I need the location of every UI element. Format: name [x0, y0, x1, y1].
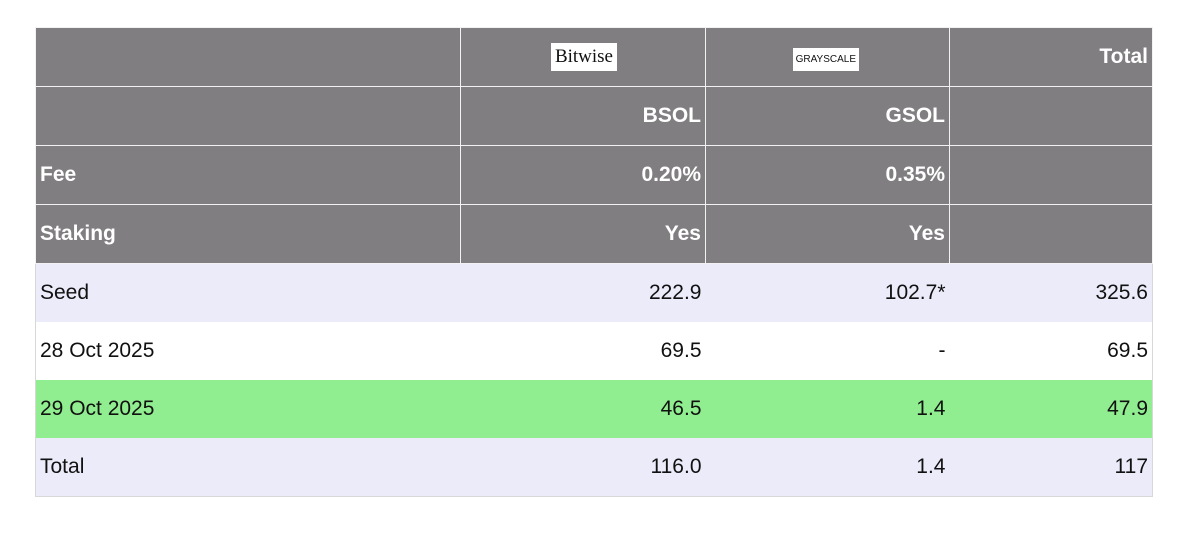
staking: Yes [460, 204, 706, 264]
value: 1.4 [705, 438, 950, 497]
staking: Yes [705, 204, 950, 264]
ticker: BSOL [460, 86, 706, 146]
value: 46.5 [460, 380, 706, 438]
row-label: 29 Oct 2025 [35, 380, 461, 438]
total-row: Total 116.0 1.4 117 [35, 438, 1153, 497]
value: 102.7* [705, 263, 950, 322]
header-total: Total [949, 27, 1153, 87]
fee: 0.20% [460, 145, 706, 205]
cell [35, 86, 461, 146]
bitwise-logo: Bitwise [550, 43, 617, 71]
row-label: Fee [35, 145, 461, 205]
staking-row: Staking Yes Yes [35, 204, 1153, 264]
value: - [705, 322, 950, 380]
data-row: 29 Oct 2025 46.5 1.4 47.9 [35, 380, 1153, 438]
value: 1.4 [705, 380, 950, 438]
grayscale-logo: GRAYSCALE [792, 47, 859, 71]
logo-row: Bitwise GRAYSCALE Total [35, 27, 1153, 87]
cell [949, 145, 1153, 205]
ticker-row: BSOL GSOL [35, 86, 1153, 146]
etf-flow-table: Bitwise GRAYSCALE Total BSOL GSOL Fee 0.… [35, 27, 1153, 497]
cell: Bitwise [460, 27, 706, 87]
fee-row: Fee 0.20% 0.35% [35, 145, 1153, 205]
value: 69.5 [949, 322, 1153, 380]
value: 47.9 [949, 380, 1153, 438]
data-row: 28 Oct 2025 69.5 - 69.5 [35, 322, 1153, 380]
value: 69.5 [460, 322, 706, 380]
value: 325.6 [949, 263, 1153, 322]
row-label: 28 Oct 2025 [35, 322, 461, 380]
cell [35, 27, 461, 87]
value: 117 [949, 438, 1153, 497]
row-label: Seed [35, 263, 461, 322]
cell [949, 86, 1153, 146]
fee: 0.35% [705, 145, 950, 205]
ticker: GSOL [705, 86, 950, 146]
row-label: Total [35, 438, 461, 497]
data-row: Seed 222.9 102.7* 325.6 [35, 263, 1153, 322]
row-label: Staking [35, 204, 461, 264]
cell [949, 204, 1153, 264]
cell: GRAYSCALE [705, 27, 950, 87]
value: 116.0 [460, 438, 706, 497]
value: 222.9 [460, 263, 706, 322]
